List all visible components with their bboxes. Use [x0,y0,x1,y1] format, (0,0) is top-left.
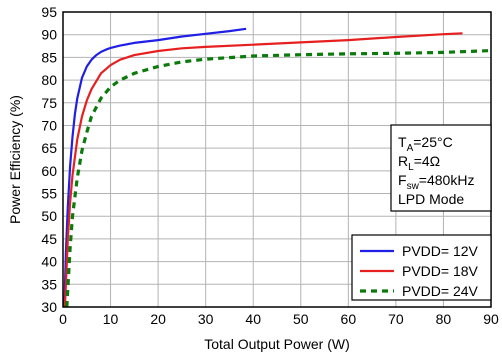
condition-ta-main: T [398,134,407,150]
legend-label-3: PVDD= 24V [402,283,479,299]
condition-ta-rest: =25°C [413,134,452,150]
condition-switching-frequency: Fsw=480kHz [398,172,474,192]
condition-rl-rest: =4Ω [414,153,440,169]
y-axis-label: Power Efficiency (%) [7,95,23,224]
x-tick-label: 90 [483,311,499,327]
y-tick-label: 95 [41,4,57,20]
x-tick-label: 30 [198,311,214,327]
condition-load: RL=4Ω [398,153,440,173]
condition-rl-sub: L [408,162,414,173]
conditions-box: TA=25°C RL=4Ω Fsw=480kHz LPD Mode [390,124,492,212]
x-tick-label: 40 [245,311,261,327]
x-tick-label: 10 [103,311,119,327]
condition-mode: LPD Mode [398,191,464,207]
condition-fsw-main: F [398,172,407,188]
series-line-3 [65,49,492,308]
x-tick-label: 60 [341,311,357,327]
series-line-1 [63,27,247,308]
y-tick-label: 55 [41,186,57,202]
x-tick-label: 50 [293,311,309,327]
y-tick-label: 70 [41,117,57,133]
legend-label-1: PVDD= 12V [402,243,479,259]
y-tick-label: 60 [41,163,57,179]
x-tick-label: 20 [150,311,166,327]
condition-ta-sub: A [407,143,414,154]
legend: PVDD= 12V PVDD= 18V PVDD= 24V [351,234,492,301]
series-layer [63,27,492,308]
conditions-frame [390,124,492,212]
condition-fsw-sub: sw [407,181,420,192]
condition-rl-main: R [398,153,408,169]
y-tick-label: 75 [41,95,57,111]
x-tick-label: 80 [436,311,452,327]
legend-frame [351,234,492,301]
y-tick-label: 50 [41,208,57,224]
y-tick-label: 30 [41,299,57,315]
y-tick-label: 45 [41,231,57,247]
x-axis-label: Total Output Power (W) [204,336,350,352]
y-tick-label: 65 [41,140,57,156]
x-tick-label: 0 [59,311,67,327]
tick-labels: 0 10 20 30 40 50 60 70 80 90 30 35 40 45 50 55 60 65 70 75 8… [41,4,499,327]
x-tick-label: 70 [388,311,404,327]
series-line-2 [63,32,463,308]
y-tick-label: 90 [41,27,57,43]
y-tick-label: 35 [41,276,57,292]
y-tick-label: 40 [41,254,57,270]
legend-label-2: PVDD= 18V [402,263,479,279]
y-tick-label: 80 [41,72,57,88]
condition-fsw-rest: =480kHz [419,172,475,188]
y-tick-label: 85 [41,49,57,65]
condition-temperature: TA=25°C [398,134,453,154]
